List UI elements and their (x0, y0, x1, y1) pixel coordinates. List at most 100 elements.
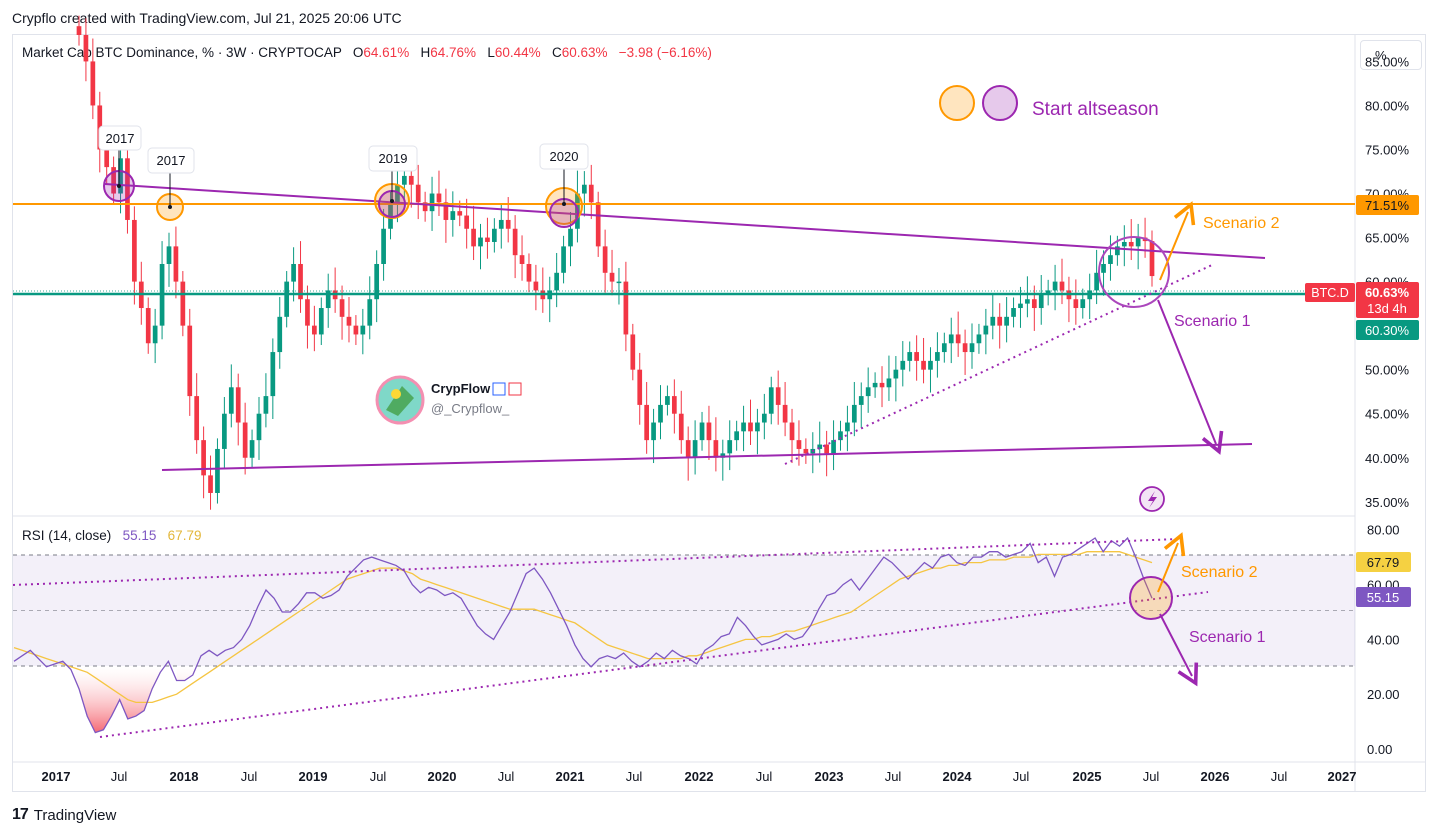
time-axis-tick: 2023 (815, 769, 844, 784)
candle-body (450, 211, 456, 220)
scenario1-rsi-arrow[interactable] (1159, 613, 1199, 687)
year-callout-2020[interactable]: 2020 (539, 143, 589, 206)
time-axis-tick: Jul (241, 769, 258, 784)
time-axis[interactable]: 2017 Jul 2018 Jul 2019 Jul 2020 Jul 2021 Jul 2022 J… (42, 769, 1357, 784)
candle-body (678, 413, 684, 441)
ascending-support-trendline[interactable] (161, 443, 1253, 471)
candle-body (408, 175, 414, 185)
price-axis-tick: 45.00% (1365, 407, 1410, 422)
symbol-badge: BTC.D (1305, 283, 1355, 302)
price-axis-tick: 75.00% (1365, 142, 1410, 157)
candle-body (132, 219, 137, 282)
candle-body (104, 149, 110, 168)
candle-body (415, 184, 421, 203)
candle-body (346, 316, 352, 326)
candle-body (512, 228, 518, 256)
rsi-axis-tick: 80.00 (1367, 523, 1400, 538)
rsi-zone-circle[interactable] (1129, 576, 1173, 620)
callout-label: 2017 (106, 131, 135, 146)
candle-body (914, 352, 919, 361)
orange-level-badge: 71.51% (1356, 195, 1419, 215)
candle-body (782, 404, 788, 423)
time-axis-tick: 2021 (556, 769, 585, 784)
candle-body (595, 202, 601, 247)
rsi-band-fill (13, 555, 1355, 666)
current-zone-circle[interactable] (1098, 236, 1170, 308)
candle-body (395, 184, 400, 203)
candle-body (152, 325, 158, 344)
price-axis-tick: 50.00% (1365, 363, 1410, 378)
time-axis-tick: Jul (370, 769, 387, 784)
price-axis-tick: 40.00% (1365, 451, 1410, 466)
rsi-upper-trendline[interactable] (12, 538, 1179, 586)
candle-body (1038, 294, 1044, 309)
rsi-legend-ma-value: 67.79 (167, 528, 202, 543)
candle-body (533, 281, 539, 291)
candle-body (907, 352, 913, 361)
rsi-lower-trendline[interactable] (99, 591, 1209, 738)
candle-body (748, 422, 753, 432)
candle-body (187, 325, 193, 397)
time-axis-tick: 2017 (42, 769, 71, 784)
lightning-icon[interactable] (1139, 486, 1165, 512)
candle-body (872, 382, 878, 388)
scenario2-price-arrow[interactable] (1159, 201, 1196, 281)
candle-body (256, 413, 262, 441)
candle-body (838, 431, 843, 441)
dotted-uptrend-line[interactable] (784, 264, 1213, 465)
scenario1-price-arrow[interactable] (1157, 299, 1224, 455)
scenario2-rsi-label: Scenario 2 (1181, 564, 1258, 581)
candle-body (339, 299, 345, 317)
percent-scale-button[interactable]: % (1360, 40, 1422, 70)
candle-body (1031, 299, 1037, 309)
price-axis-tick: 85.00% (1365, 54, 1410, 69)
tradingview-logo-icon: 17 (12, 806, 29, 823)
candle-body (706, 422, 712, 441)
year-callout-2017a[interactable]: 2017 (98, 125, 142, 188)
candle-body (879, 382, 885, 388)
descending-trendline[interactable] (104, 183, 1266, 259)
candle-body (194, 396, 200, 441)
candle-body (658, 404, 663, 423)
candle-body (796, 440, 802, 449)
candle-body (609, 272, 615, 282)
candle-body (1101, 263, 1106, 273)
year-callout-2019[interactable]: 2019 (368, 145, 418, 203)
scenario2-rsi-arrow[interactable] (1157, 532, 1186, 593)
candle-body (318, 308, 324, 335)
scenario2-price-label: Scenario 2 (1203, 215, 1280, 232)
rsi-legend-label[interactable]: RSI (14, close) (22, 528, 112, 543)
candle-body (353, 325, 359, 335)
year-callout-2017b[interactable]: 2017 (147, 147, 195, 209)
rsi-axis-tick: 40.00 (1367, 632, 1400, 647)
candle-body (948, 334, 954, 344)
candle-body (436, 193, 442, 203)
callout-label: 2019 (379, 151, 408, 166)
candle-body (789, 422, 795, 441)
chart-frame (12, 34, 1426, 792)
candle-body (215, 448, 220, 493)
rsi-series (13, 536, 1153, 734)
callout-label: 2020 (550, 149, 579, 164)
legend-symbol[interactable]: Market Cap BTC Dominance, % · 3W · CRYPT… (22, 45, 342, 60)
candle-body (402, 175, 407, 185)
price-axis-tick: 65.00% (1365, 231, 1410, 246)
rsi-line[interactable] (13, 536, 1153, 734)
candle-body (755, 422, 760, 432)
candle-body (76, 26, 82, 35)
candle-body (90, 61, 96, 106)
candle-body (713, 440, 719, 458)
chart-header-title: Crypflo created with TradingView.com, Ju… (12, 10, 402, 26)
time-axis-tick: Jul (498, 769, 515, 784)
candle-body (997, 316, 1003, 326)
legend-high-label: H (420, 45, 431, 60)
candle-body (1115, 246, 1120, 256)
time-axis-tick: 2022 (685, 769, 714, 784)
candle-body (505, 219, 511, 229)
candle-body (1052, 281, 1058, 291)
rsi-ma-line[interactable] (13, 551, 1153, 704)
rsi-legend-value: 55.15 (122, 528, 157, 543)
candle-body (374, 263, 380, 300)
